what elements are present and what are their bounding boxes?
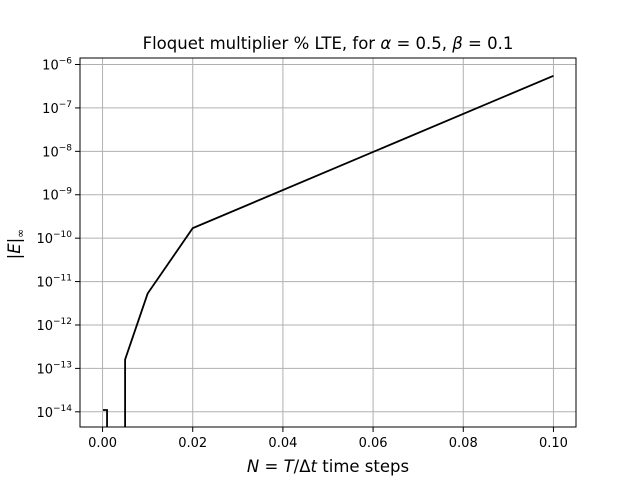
grid-lines — [80, 58, 576, 427]
y-tick-label: 10−6 — [42, 57, 72, 74]
x-tick-label: 0.06 — [359, 436, 388, 451]
plot-area — [103, 74, 554, 427]
y-tick-label: 10−8 — [42, 143, 72, 160]
y-tick-label: 10−7 — [42, 100, 72, 117]
y-tick-label: 10−13 — [36, 360, 72, 377]
y-axis-label: |E|∞ — [5, 229, 27, 260]
x-axis-ticks: 0.00 0.02 0.04 0.06 0.08 0.10 — [88, 427, 568, 451]
y-tick-label: 10−11 — [36, 274, 72, 291]
x-tick-label: 0.04 — [268, 436, 297, 451]
x-tick-label: 0.08 — [449, 436, 478, 451]
y-tick-label: 10−10 — [36, 230, 72, 247]
x-tick-label: 0.00 — [88, 436, 117, 451]
y-tick-label: 10−12 — [36, 317, 72, 334]
plot-frame — [79, 57, 577, 428]
y-tick-label: 10−14 — [36, 404, 72, 421]
y-tick-label: 10−9 — [42, 187, 72, 204]
series-layer — [103, 74, 554, 427]
x-axis-label: N = T/Δt time steps — [247, 457, 409, 476]
chart-title: Floquet multiplier % LTE, for α = 0.5, β… — [143, 34, 514, 53]
x-tick-label: 0.02 — [178, 436, 207, 451]
series-line — [103, 74, 554, 427]
y-axis-ticks: 10−14 10−13 10−12 10−11 10−10 10−9 10−8 10−7 10−… — [36, 57, 80, 421]
x-tick-label: 0.10 — [539, 436, 568, 451]
